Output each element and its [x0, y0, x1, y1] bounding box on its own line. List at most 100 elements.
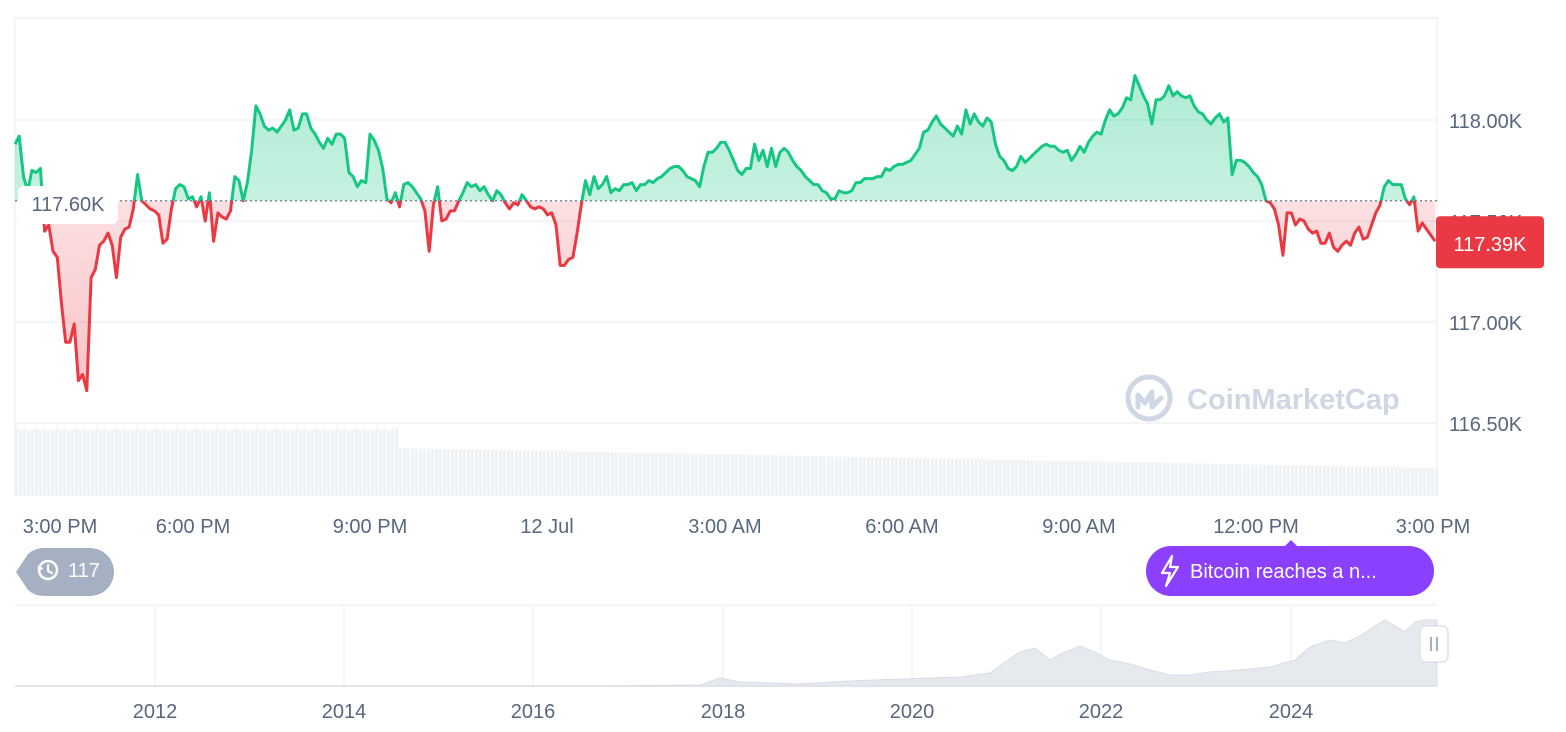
volume-bar	[671, 453, 674, 495]
volume-bar	[939, 458, 942, 495]
volume-bar	[55, 428, 58, 495]
volume-bar	[1123, 462, 1126, 495]
volume-bar	[283, 428, 286, 495]
volume-bar	[1291, 465, 1294, 495]
navigator-handle[interactable]	[1419, 625, 1449, 663]
volume-bar	[767, 455, 770, 495]
volume-bar	[1067, 460, 1070, 495]
news-event-pill[interactable]: Bitcoin reaches a n...	[1146, 540, 1434, 596]
volume-bar	[859, 456, 862, 495]
volume-bar	[267, 430, 270, 495]
volume-bar	[1435, 468, 1438, 495]
volume-bar	[47, 430, 50, 495]
volume-bar	[495, 449, 498, 495]
volume-bar	[163, 428, 166, 495]
volume-bar	[375, 428, 378, 495]
history-pill[interactable]: 117	[16, 547, 114, 597]
volume-bar	[1035, 460, 1038, 495]
volume-bar	[559, 451, 562, 495]
volume-bar	[183, 428, 186, 495]
volume-bar	[415, 448, 418, 495]
volume-bar	[691, 453, 694, 495]
history-count: 117	[68, 560, 100, 582]
volume-bar	[679, 453, 682, 495]
volume-bar	[231, 429, 234, 495]
volume-bar	[1183, 463, 1186, 495]
volume-bar	[1423, 467, 1426, 495]
navigator-tick-label: 2024	[1269, 701, 1314, 723]
volume-bar	[463, 449, 466, 495]
volume-bar	[123, 428, 126, 495]
volume-bar	[1367, 466, 1370, 495]
volume-bar	[1427, 467, 1430, 495]
volume-bar	[1155, 462, 1158, 495]
navigator-tick-label: 2016	[511, 701, 556, 723]
volume-bar	[651, 452, 654, 495]
area-above-reference	[15, 75, 1435, 201]
volume-bar	[263, 428, 266, 495]
volume-bar	[1055, 460, 1058, 495]
volume-bar	[203, 428, 206, 495]
volume-bar	[851, 456, 854, 495]
volume-bar	[1223, 463, 1226, 495]
volume-bar	[867, 457, 870, 495]
volume-bar	[1063, 460, 1066, 495]
volume-bar	[15, 428, 18, 495]
volume-bar	[527, 450, 530, 495]
volume-bar	[1351, 466, 1354, 495]
volume-bar	[571, 451, 574, 495]
volume-bar	[443, 448, 446, 495]
volume-bar	[1387, 467, 1390, 495]
volume-bar	[755, 454, 758, 495]
volume-bar	[1187, 463, 1190, 495]
volume-bar	[991, 459, 994, 495]
volume-bar	[1087, 461, 1090, 495]
volume-bar	[1319, 465, 1322, 495]
volume-bar	[835, 456, 838, 495]
volume-bar	[1043, 460, 1046, 495]
volume-bar	[1143, 462, 1146, 495]
watermark-text: CoinMarketCap	[1187, 384, 1400, 416]
volume-bar	[1199, 463, 1202, 495]
coinmarketcap-logo-icon	[1125, 374, 1173, 422]
volume-bar	[319, 429, 322, 495]
x-tick-label: 9:00 AM	[1042, 516, 1115, 538]
volume-bar	[471, 449, 474, 495]
current-price-text: 117.39K	[1453, 234, 1527, 256]
volume-bar	[1419, 467, 1422, 495]
volume-bar	[779, 455, 782, 495]
volume-bar	[347, 430, 350, 495]
volume-bar	[943, 458, 946, 495]
volume-bar	[663, 453, 666, 495]
lightning-icon	[1160, 554, 1180, 588]
volume-bar	[551, 451, 554, 495]
volume-bar	[1095, 461, 1098, 495]
volume-bar	[927, 458, 930, 495]
volume-bar	[1315, 465, 1318, 495]
volume-bar	[83, 428, 86, 495]
volume-bar	[1339, 466, 1342, 495]
volume-bar	[199, 429, 202, 495]
volume-bar	[1415, 467, 1418, 495]
volume-bar	[399, 448, 402, 495]
volume-bar	[175, 428, 178, 495]
volume-bar	[935, 458, 938, 495]
volume-bar	[1283, 465, 1286, 495]
range-navigator[interactable]: 2012 2014 2016 2018 2020 2022 2024	[15, 604, 1449, 723]
volume-bar	[403, 448, 406, 495]
volume-bar	[1171, 462, 1174, 495]
volume-bar	[1331, 466, 1334, 495]
volume-bar	[1239, 464, 1242, 495]
volume-bar	[1287, 465, 1290, 495]
y-tick-label: 117.00K	[1449, 313, 1523, 335]
volume-bar	[359, 429, 362, 495]
volume-bar	[191, 429, 194, 495]
volume-bar	[1359, 466, 1362, 495]
volume-bar	[547, 450, 550, 495]
volume-bar	[1259, 464, 1262, 495]
volume-bar	[579, 451, 582, 495]
volume-bar	[1039, 460, 1042, 495]
volume-bar	[115, 428, 118, 495]
volume-bar	[871, 457, 874, 495]
